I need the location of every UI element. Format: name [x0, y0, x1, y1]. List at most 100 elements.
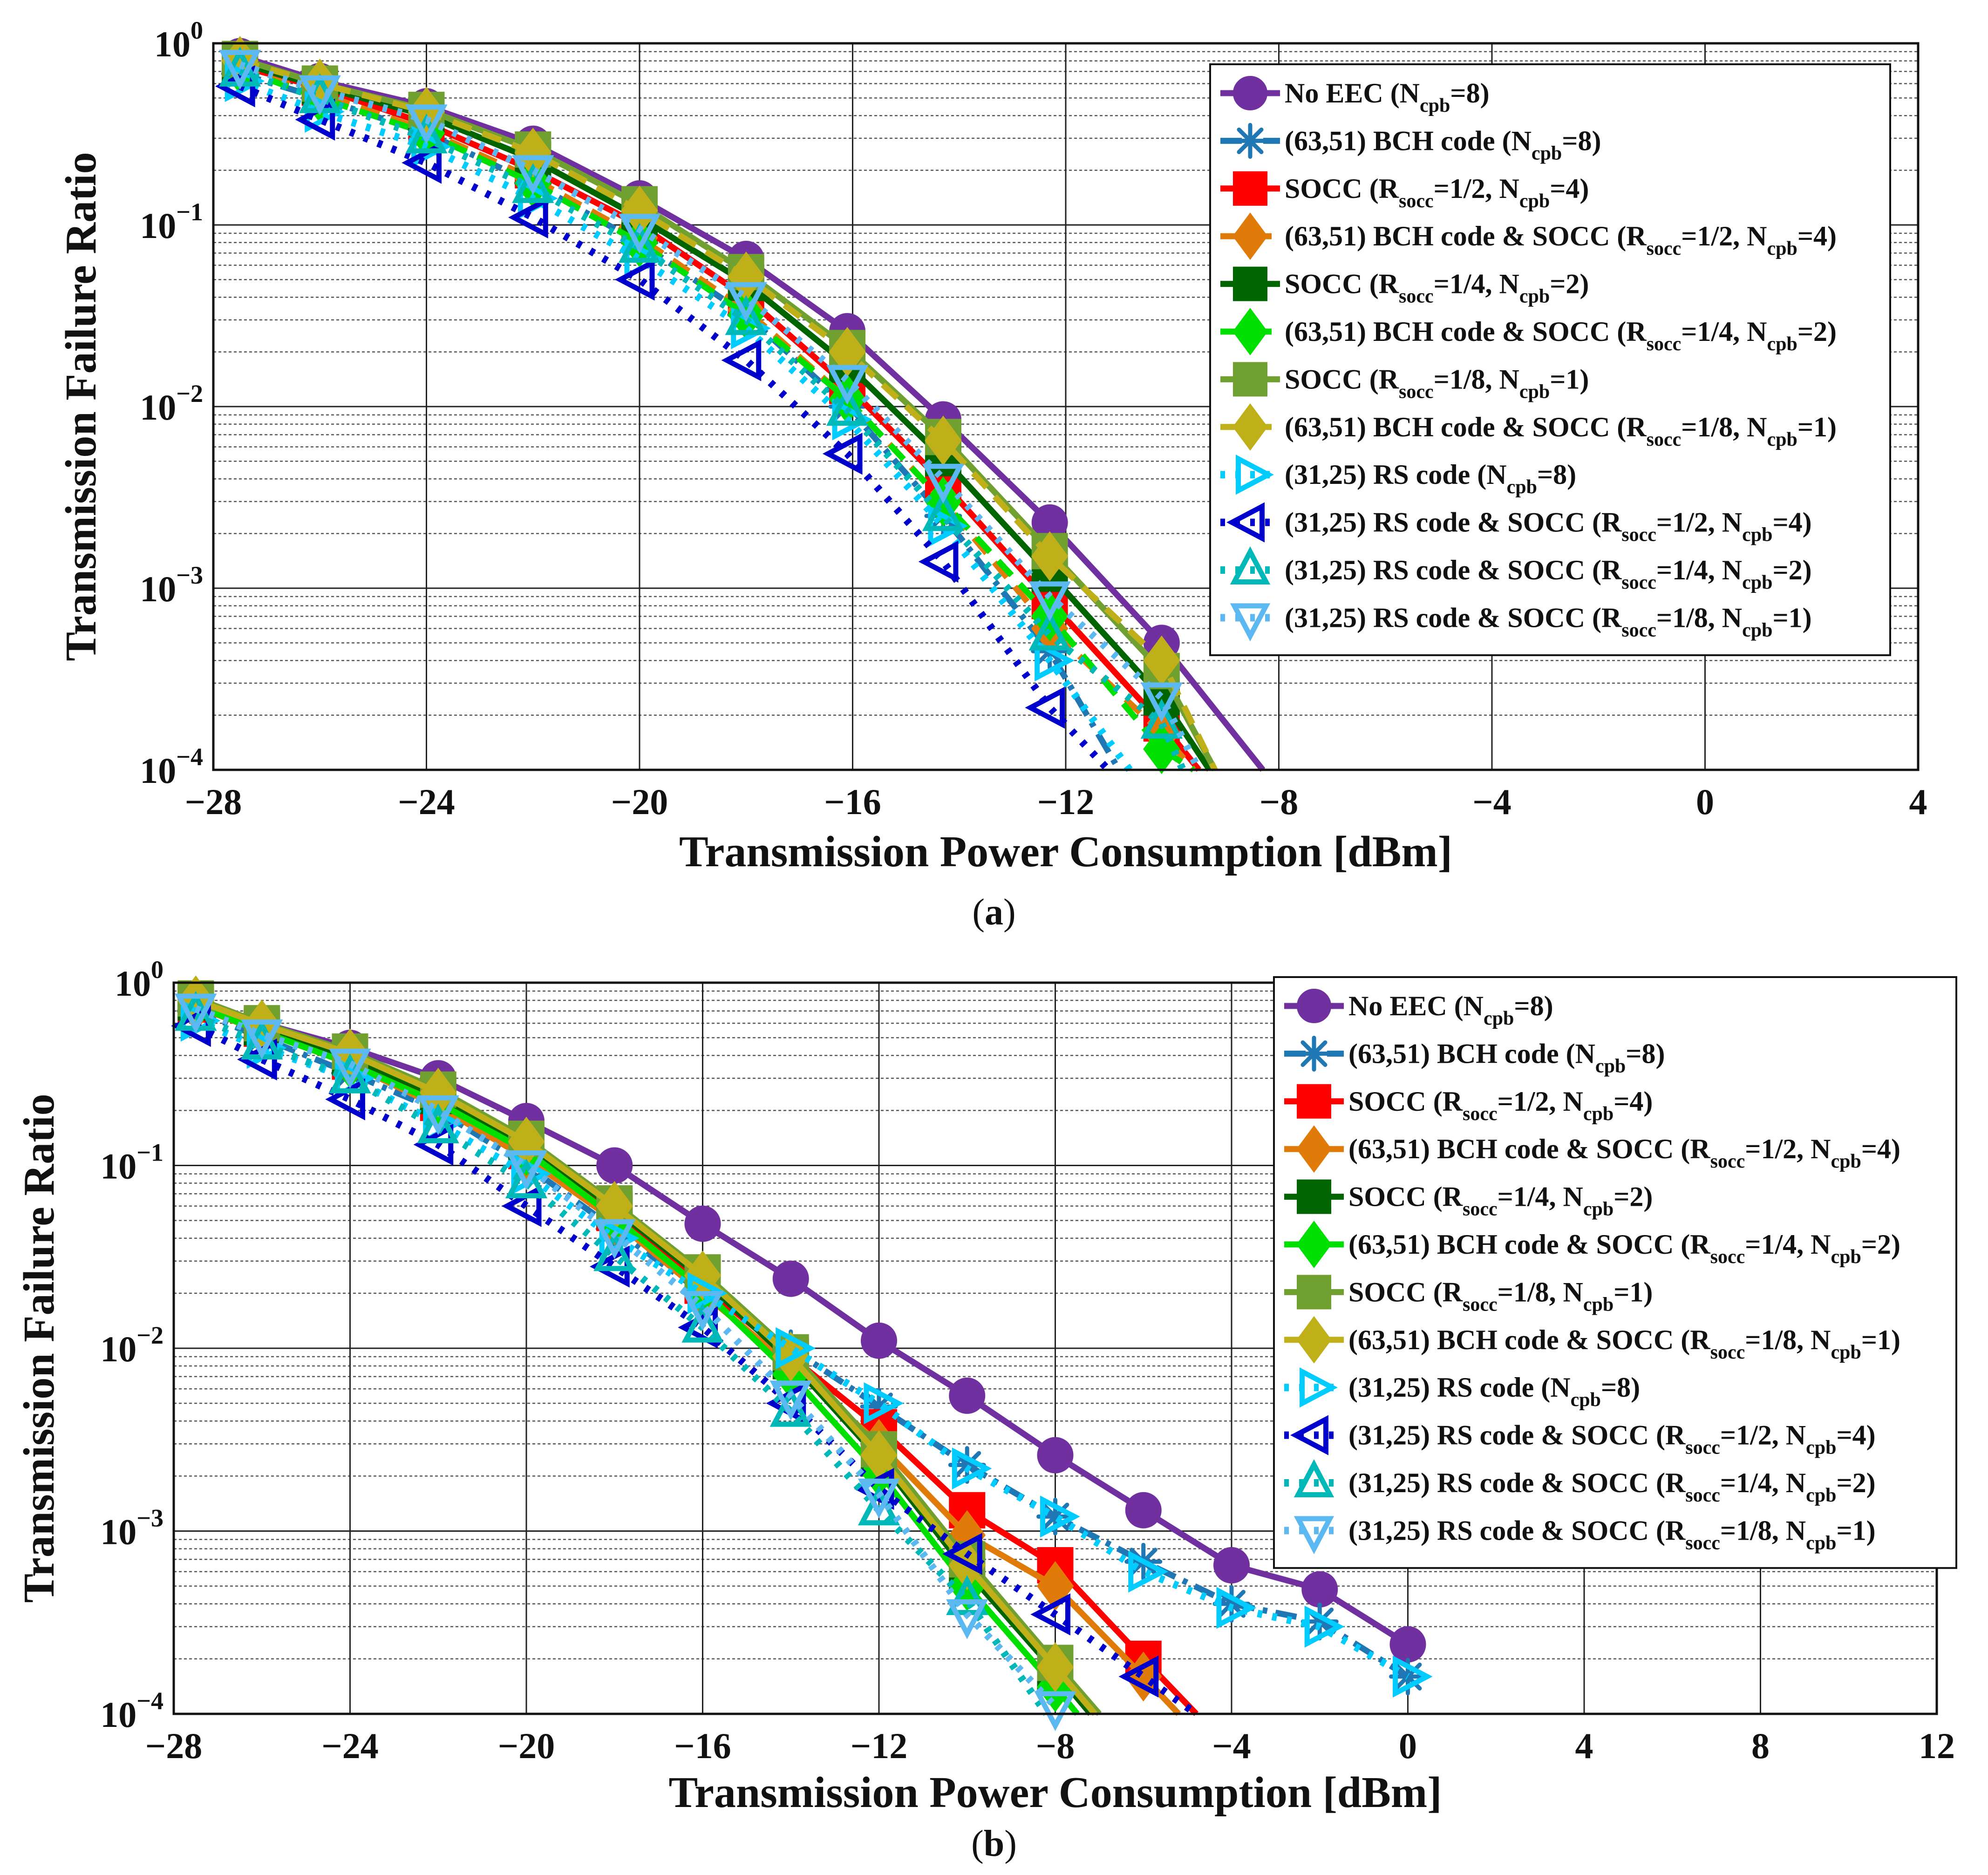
data-point	[1213, 1547, 1250, 1583]
series-line	[194, 1012, 1050, 1716]
y-tick-label: 10−3	[140, 561, 203, 609]
data-point	[826, 386, 869, 426]
data-point	[681, 1291, 724, 1331]
legend-label: No EEC (Ncpb=8)	[1285, 78, 1490, 116]
legend-item: (31,25) RS code & SOCC (Rsocc=1/2, Ncpb=…	[1220, 502, 1812, 546]
legend-item: (63,51) BCH code & SOCC (Rsocc=1/4, Ncpb…	[1284, 1221, 1900, 1268]
y-axis-label: Transmission Failure Ratio	[57, 152, 105, 661]
legend-item: (63,51) BCH code & SOCC (Rsocc=1/8, Ncpb…	[1284, 1316, 1900, 1364]
x-tick-label: 0	[1696, 781, 1714, 822]
legend-marker-swatch	[1232, 212, 1268, 260]
data-point	[1140, 699, 1183, 739]
data-point	[918, 540, 959, 583]
data-point	[769, 1380, 812, 1421]
legend-label: SOCC (Rsocc=1/4, Ncpb=2)	[1285, 269, 1589, 307]
data-point	[512, 163, 554, 203]
legend-marker-swatch	[1232, 122, 1268, 159]
legend-item: No EEC (Ncpb=8)	[1284, 989, 1553, 1029]
legend-marker-swatch	[1297, 1275, 1331, 1310]
data-point	[175, 993, 217, 1034]
legend-label: SOCC (Rsocc=1/8, Ncpb=1)	[1285, 364, 1589, 402]
legend-marker-swatch	[1230, 546, 1271, 584]
legend-label: (63,51) BCH code & SOCC (Rsocc=1/2, Ncpb…	[1348, 1134, 1900, 1172]
legend-item: SOCC (Rsocc=1/2, Ncpb=4)	[1220, 171, 1589, 212]
panel-label: (b)	[971, 1823, 1017, 1864]
panel-label: (a)	[972, 892, 1015, 933]
series-layer	[171, 975, 1433, 1731]
legend-marker-swatch	[1233, 76, 1267, 110]
data-point	[1393, 1655, 1433, 1698]
legend-item: (31,25) RS code & SOCC (Rsocc=1/2, Ncpb=…	[1284, 1415, 1876, 1459]
legend-item: (31,25) RS code & SOCC (Rsocc=1/4, Ncpb=…	[1220, 546, 1812, 593]
legend-item: (63,51) BCH code & SOCC (Rsocc=1/4, Ncpb…	[1220, 308, 1837, 355]
x-tick-label: −12	[1037, 781, 1094, 822]
data-point	[861, 1322, 897, 1359]
legend-label: (63,51) BCH code & SOCC (Rsocc=1/2, Ncpb…	[1285, 221, 1837, 259]
y-tick-label: 10−4	[140, 743, 203, 791]
legend-marker-swatch	[1297, 1179, 1331, 1214]
x-tick-label: −28	[185, 781, 242, 822]
data-point	[402, 142, 442, 184]
series-line	[238, 66, 1196, 773]
data-point	[417, 1095, 459, 1135]
x-tick-label: 4	[1575, 1726, 1593, 1766]
legend-label: (31,25) RS code & SOCC (Rsocc=1/2, Ncpb=…	[1348, 1420, 1876, 1459]
legend-label: (63,51) BCH code & SOCC (Rsocc=1/4, Ncpb…	[1285, 316, 1837, 355]
data-point	[329, 1053, 371, 1094]
legend-label: SOCC (Rsocc=1/2, Ncpb=4)	[1285, 173, 1589, 212]
y-tick-label: 10−1	[140, 198, 203, 246]
legend-label: (31,25) RS code & SOCC (Rsocc=1/8, Ncpb=…	[1348, 1515, 1876, 1554]
data-point	[1028, 581, 1071, 622]
legend-label: (63,51) BCH code (Ncpb=8)	[1285, 125, 1601, 164]
legend-item: SOCC (Rsocc=1/2, Ncpb=4)	[1284, 1084, 1653, 1125]
x-tick-label: −20	[498, 1726, 555, 1766]
legend-item: (31,25) RS code (Ncpb=8)	[1220, 455, 1576, 498]
legend-marker-swatch	[1230, 603, 1271, 642]
legend-marker-swatch	[1294, 1516, 1334, 1555]
x-tick-label: 8	[1751, 1726, 1770, 1766]
data-point	[618, 214, 661, 254]
legend-item: (63,51) BCH code & SOCC (Rsocc=1/2, Ncpb…	[1220, 212, 1837, 260]
data-point	[1034, 1691, 1076, 1731]
legend-marker-swatch	[1300, 1367, 1338, 1408]
data-point	[618, 223, 661, 263]
x-axis-label: Transmission Power Consumption [dBm]	[679, 828, 1452, 876]
legend-label: (31,25) RS code & SOCC (Rsocc=1/4, Ncpb=…	[1348, 1467, 1876, 1506]
x-tick-label: −8	[1036, 1726, 1075, 1766]
series-layer	[215, 36, 1266, 774]
data-point	[299, 75, 341, 115]
legend-marker-swatch	[1236, 455, 1274, 495]
data-point	[925, 415, 962, 466]
legend-marker-swatch	[1232, 308, 1268, 355]
legend-item: SOCC (Rsocc=1/4, Ncpb=2)	[1284, 1179, 1653, 1220]
y-tick-label: 10−2	[100, 1321, 163, 1369]
legend-label: (31,25) RS code & SOCC (Rsocc=1/4, Ncpb=…	[1285, 555, 1812, 593]
data-point	[1025, 686, 1065, 729]
data-point	[593, 1219, 636, 1259]
legend-marker-swatch	[1296, 1125, 1332, 1173]
legend-marker-swatch	[1233, 362, 1267, 397]
series	[215, 65, 1111, 773]
data-point	[772, 1260, 809, 1297]
data-point	[1304, 1605, 1345, 1648]
legend-marker-swatch	[1232, 403, 1268, 451]
axes-frame	[212, 42, 1920, 771]
legend-marker-swatch	[1297, 989, 1331, 1023]
data-point	[1036, 1642, 1074, 1692]
legend-marker-swatch	[1226, 502, 1265, 543]
x-tick-label: −12	[851, 1726, 907, 1766]
data-point	[725, 295, 767, 335]
x-tick-label: 0	[1399, 1726, 1417, 1766]
legend-label: SOCC (Rsocc=1/4, Ncpb=2)	[1348, 1182, 1653, 1220]
legend-box	[1209, 63, 1891, 656]
x-tick-label: −16	[824, 781, 881, 822]
data-point	[922, 491, 965, 531]
legend-item: (63,51) BCH code & SOCC (Rsocc=1/8, Ncpb…	[1220, 403, 1837, 451]
data-point	[417, 1103, 459, 1143]
x-tick-label: −20	[611, 781, 668, 822]
x-tick-label: 12	[1919, 1726, 1955, 1766]
legend-marker-swatch	[1233, 171, 1267, 206]
y-tick-label: 100	[154, 16, 203, 64]
y-tick-label: 100	[115, 956, 163, 1004]
